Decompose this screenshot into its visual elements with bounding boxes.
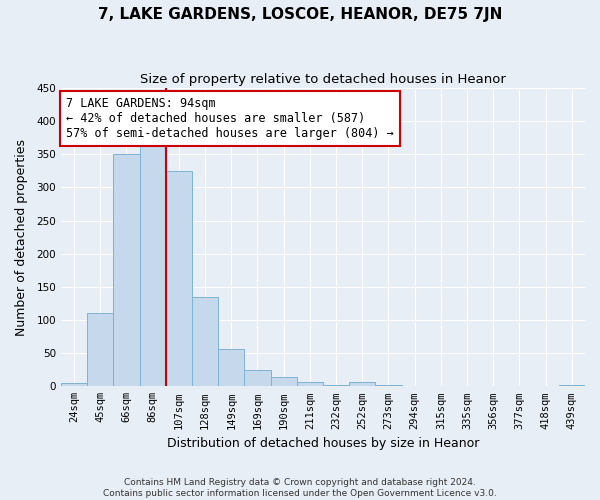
Bar [166, 171, 192, 386]
Bar [140, 138, 166, 386]
Bar [349, 382, 376, 386]
Bar [244, 370, 271, 386]
X-axis label: Distribution of detached houses by size in Heanor: Distribution of detached houses by size … [167, 437, 479, 450]
Bar [113, 154, 140, 386]
Bar [323, 385, 349, 386]
Y-axis label: Number of detached properties: Number of detached properties [15, 138, 28, 336]
Bar [87, 314, 113, 386]
Bar [376, 385, 401, 386]
Text: Contains HM Land Registry data © Crown copyright and database right 2024.
Contai: Contains HM Land Registry data © Crown c… [103, 478, 497, 498]
Bar [192, 297, 218, 386]
Text: 7 LAKE GARDENS: 94sqm
← 42% of detached houses are smaller (587)
57% of semi-det: 7 LAKE GARDENS: 94sqm ← 42% of detached … [66, 97, 394, 140]
Bar [559, 385, 585, 386]
Bar [271, 377, 297, 386]
Bar [297, 382, 323, 386]
Bar [61, 383, 87, 386]
Title: Size of property relative to detached houses in Heanor: Size of property relative to detached ho… [140, 72, 506, 86]
Bar [218, 348, 244, 387]
Text: 7, LAKE GARDENS, LOSCOE, HEANOR, DE75 7JN: 7, LAKE GARDENS, LOSCOE, HEANOR, DE75 7J… [98, 8, 502, 22]
